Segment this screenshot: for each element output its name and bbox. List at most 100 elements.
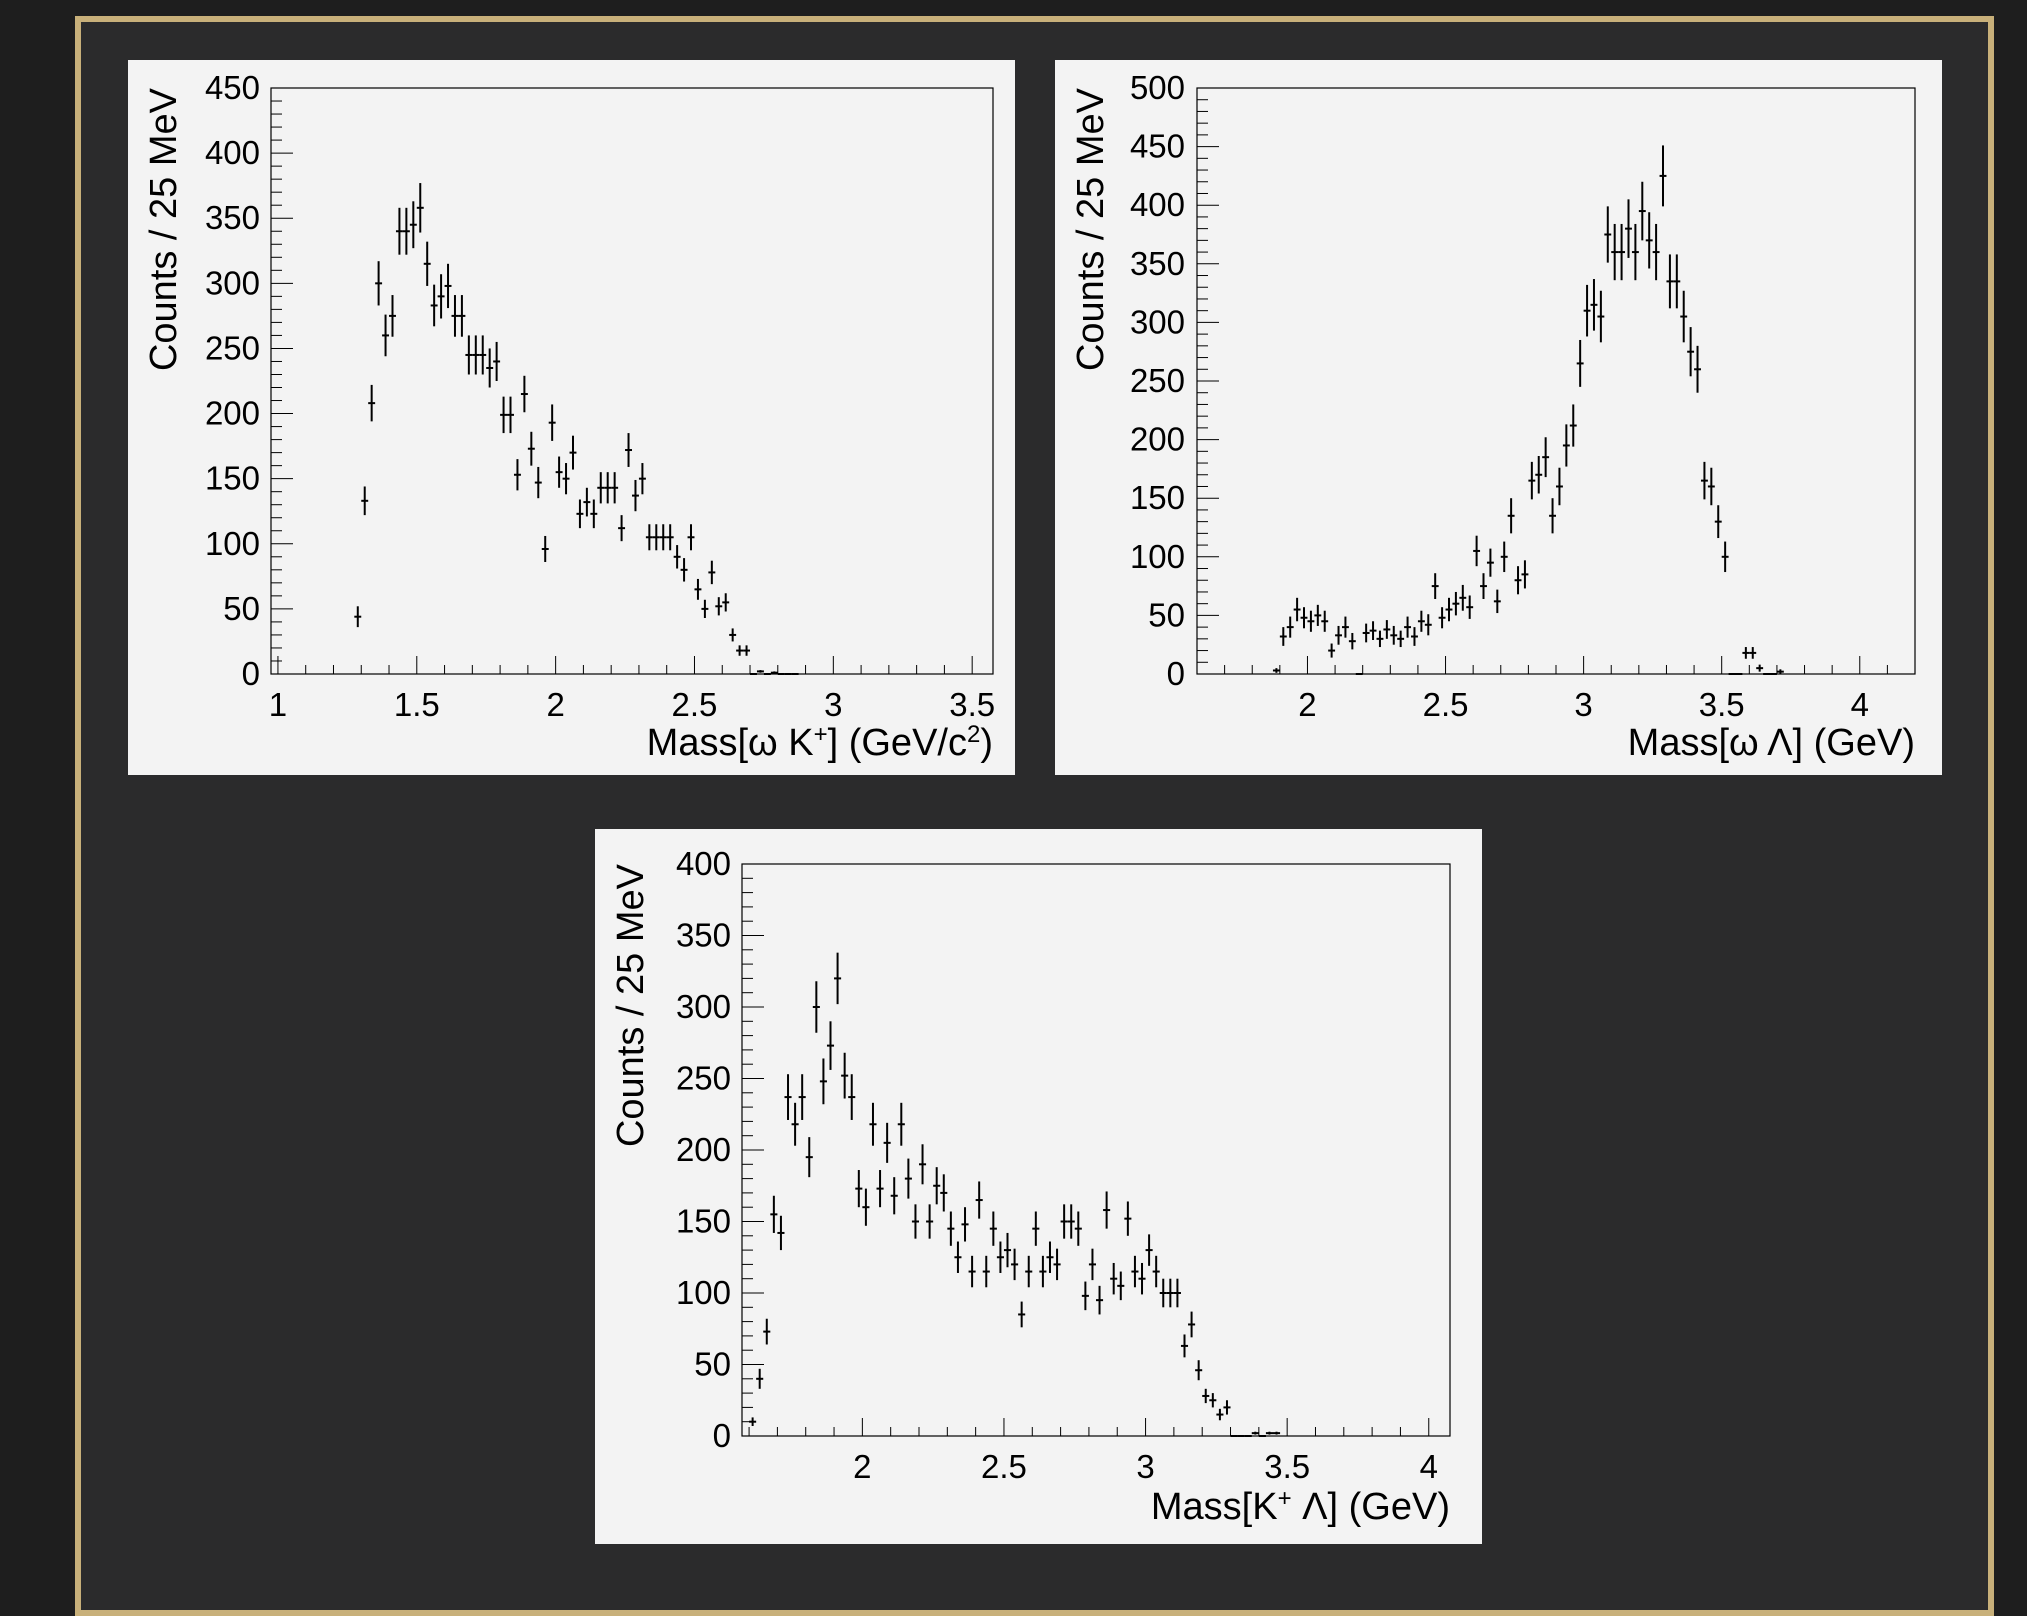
data-point	[493, 341, 501, 381]
data-point	[361, 486, 369, 516]
data-point	[1096, 1285, 1104, 1315]
data-point	[1404, 616, 1412, 638]
data-point	[1321, 610, 1329, 632]
data-point	[527, 431, 535, 466]
x-tick-label: 4	[1851, 686, 1869, 723]
data-point	[368, 384, 376, 422]
data-point	[784, 1074, 792, 1120]
data-point	[763, 1318, 771, 1345]
data-point	[465, 335, 473, 375]
data-point	[1390, 625, 1398, 645]
data-point	[382, 314, 390, 357]
data-point	[638, 463, 646, 495]
y-tick-label: 0	[242, 655, 260, 692]
data-point	[1514, 566, 1522, 595]
data-point	[1431, 573, 1439, 599]
data-point	[666, 524, 674, 551]
data-point	[687, 524, 695, 551]
data-point	[520, 375, 528, 413]
data-point	[1088, 1248, 1096, 1281]
data-point	[1039, 1255, 1047, 1288]
y-tick-label: 100	[205, 525, 260, 562]
y-tick-label: 350	[676, 917, 731, 954]
data-point	[423, 241, 431, 286]
data-point	[1110, 1262, 1118, 1295]
data-point	[1756, 664, 1764, 672]
chart-panel-omega-kplus: 0 50 100 150 200 250 300 350 400 450 1 1.5 2 2.5 3 3.5 C…	[128, 60, 1015, 775]
data-point	[975, 1181, 983, 1219]
data-point	[736, 645, 744, 656]
data-point	[618, 515, 626, 542]
x-tick-label: 4	[1420, 1448, 1438, 1485]
data-point	[1721, 541, 1729, 573]
data-point	[548, 404, 556, 441]
y-tick-label: 100	[1130, 538, 1185, 575]
data-point	[777, 1215, 785, 1251]
x-tick-label: 1	[269, 686, 287, 723]
data-point	[756, 1368, 764, 1389]
data-point	[876, 1170, 884, 1208]
data-point	[1590, 279, 1598, 331]
data-point	[1714, 505, 1722, 539]
data-point	[479, 335, 487, 375]
y-tick-label: 50	[1148, 596, 1185, 633]
data-point	[1562, 424, 1570, 467]
data-point	[1173, 1278, 1181, 1308]
data-point	[375, 261, 383, 306]
data-point	[604, 472, 612, 504]
y-tick-label: 300	[205, 264, 260, 301]
x-tick-label: 1.5	[394, 686, 440, 723]
data-point	[1549, 498, 1556, 534]
data-point	[1053, 1248, 1061, 1281]
x-tick-label: 3.5	[1699, 686, 1745, 723]
data-point	[1202, 1388, 1210, 1404]
data-point	[1397, 630, 1405, 648]
data-point	[1131, 1255, 1139, 1288]
data-point	[954, 1241, 962, 1273]
data-point	[1025, 1255, 1033, 1288]
data-point	[919, 1144, 927, 1185]
data-point	[444, 263, 452, 309]
data-point	[437, 274, 445, 319]
y-tick-label: 250	[205, 329, 260, 366]
data-point	[625, 433, 632, 467]
y-tick-label: 200	[1130, 421, 1185, 458]
x-tick-label: 2.5	[1423, 686, 1469, 723]
data-point	[834, 952, 842, 1005]
x-axis-label: Mass[ω Λ] (GeV)	[1628, 722, 1915, 764]
data-point	[947, 1211, 955, 1246]
data-point	[1411, 627, 1418, 646]
y-tick-label: 400	[1130, 186, 1185, 223]
data-point	[1742, 647, 1750, 659]
data-point	[1424, 614, 1432, 636]
data-point	[1535, 456, 1543, 494]
x-tick-label: 3.5	[1264, 1448, 1310, 1485]
y-tick-label: 250	[676, 1060, 731, 1097]
data-point	[1124, 1201, 1132, 1236]
data-point	[569, 435, 577, 470]
data-point	[389, 295, 396, 337]
data-point	[486, 348, 494, 388]
data-point	[1507, 498, 1515, 534]
data-point	[555, 456, 563, 488]
data-point	[1286, 616, 1294, 638]
data-point	[1652, 223, 1660, 281]
data-point	[1293, 597, 1301, 622]
data-point	[911, 1204, 919, 1239]
data-point	[1335, 625, 1342, 645]
data-point	[904, 1158, 912, 1199]
data-point	[1493, 589, 1501, 614]
y-tick-label: 450	[1130, 128, 1185, 165]
data-point	[1265, 1431, 1273, 1435]
data-point	[1749, 647, 1757, 659]
data-point	[632, 479, 639, 512]
data-point	[1369, 621, 1377, 641]
data-point	[1195, 1360, 1203, 1381]
data-point	[869, 1102, 877, 1146]
y-tick-label: 50	[694, 1346, 731, 1383]
x-tick-label: 2.5	[981, 1448, 1027, 1485]
data-point	[1611, 223, 1619, 281]
data-point	[659, 524, 667, 551]
y-tick-label: 200	[676, 1131, 731, 1168]
data-point	[1180, 1334, 1189, 1358]
